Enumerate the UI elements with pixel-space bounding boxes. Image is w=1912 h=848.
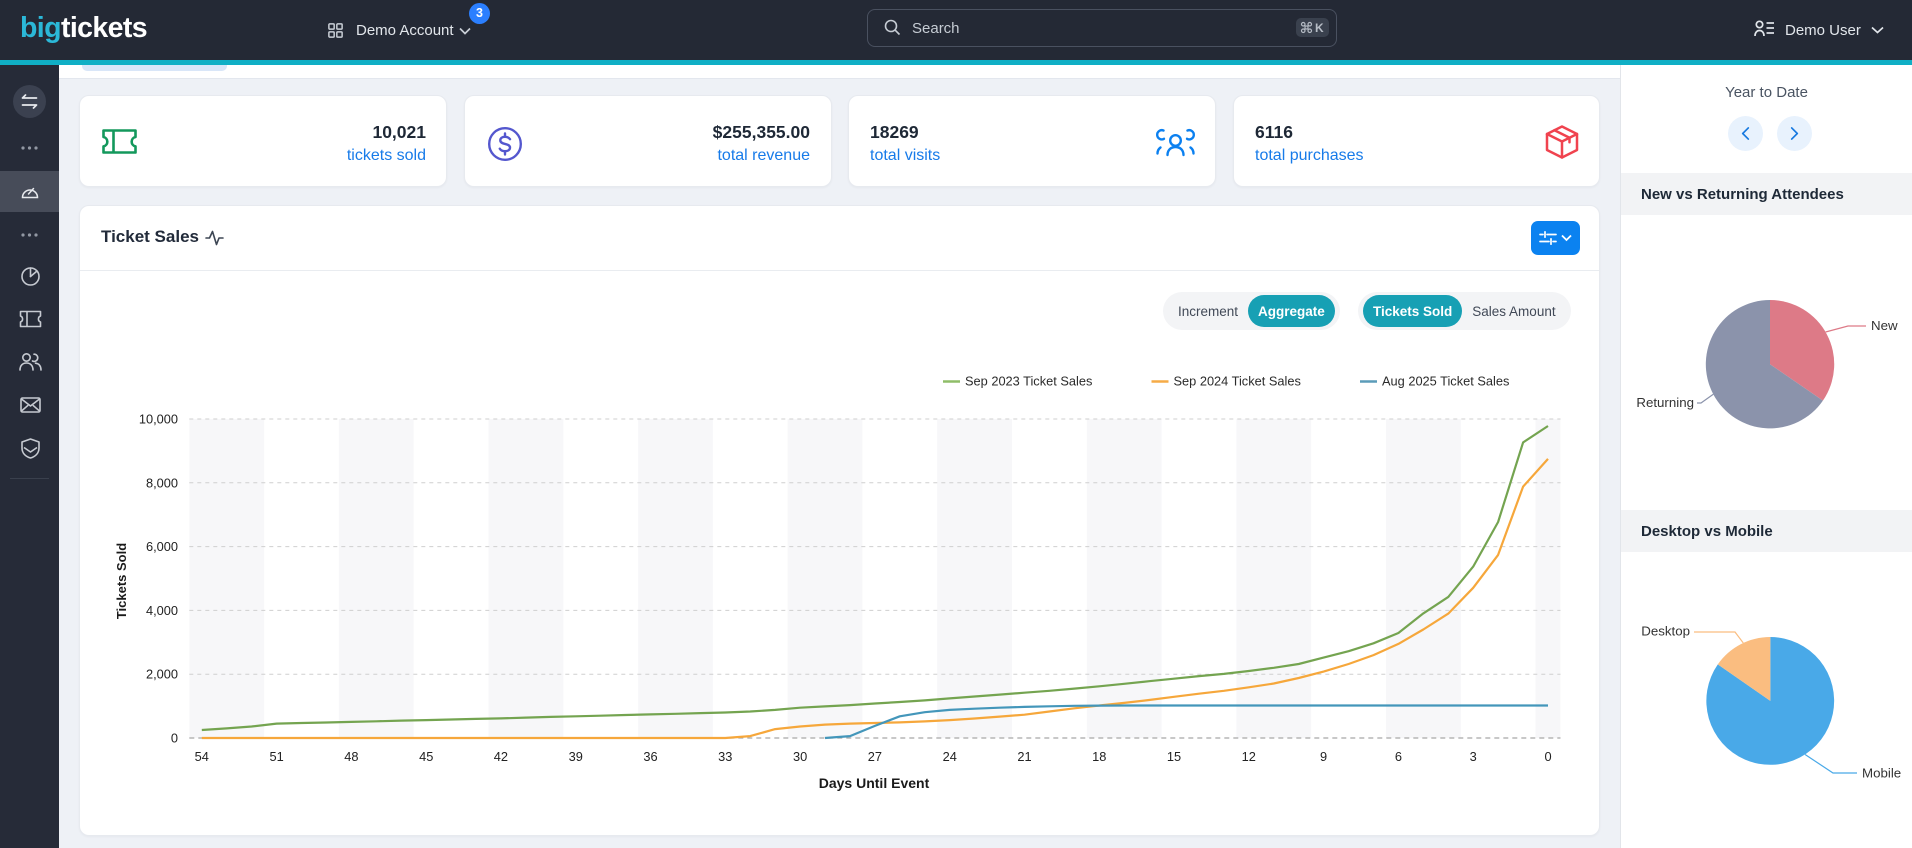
svg-text:45: 45	[419, 749, 433, 764]
svg-text:51: 51	[269, 749, 283, 764]
svg-text:0: 0	[171, 731, 178, 746]
svg-text:8,000: 8,000	[146, 475, 178, 490]
svg-text:Tickets Sold: Tickets Sold	[114, 543, 129, 619]
svg-text:3: 3	[1470, 749, 1477, 764]
svg-text:Days Until Event: Days Until Event	[819, 775, 930, 791]
svg-text:24: 24	[943, 749, 957, 764]
svg-text:18: 18	[1092, 749, 1106, 764]
svg-text:New: New	[1871, 318, 1898, 333]
svg-text:Mobile: Mobile	[1862, 766, 1901, 781]
svg-text:39: 39	[569, 749, 583, 764]
svg-text:4,000: 4,000	[146, 603, 178, 618]
svg-text:Returning: Returning	[1636, 395, 1694, 410]
svg-text:54: 54	[195, 749, 209, 764]
svg-text:Sep 2024 Ticket Sales: Sep 2024 Ticket Sales	[1174, 374, 1301, 389]
svg-text:36: 36	[643, 749, 657, 764]
svg-text:2,000: 2,000	[146, 667, 178, 682]
svg-text:30: 30	[793, 749, 807, 764]
svg-text:10,000: 10,000	[139, 412, 178, 427]
svg-text:27: 27	[868, 749, 882, 764]
svg-text:6: 6	[1395, 749, 1402, 764]
svg-text:42: 42	[494, 749, 508, 764]
svg-text:Sep 2023 Ticket Sales: Sep 2023 Ticket Sales	[965, 374, 1092, 389]
svg-text:Desktop: Desktop	[1641, 624, 1690, 639]
svg-text:48: 48	[344, 749, 358, 764]
svg-text:15: 15	[1167, 749, 1181, 764]
svg-text:Aug 2025 Ticket Sales: Aug 2025 Ticket Sales	[1382, 374, 1509, 389]
svg-text:6,000: 6,000	[146, 539, 178, 554]
svg-text:33: 33	[718, 749, 732, 764]
svg-text:21: 21	[1017, 749, 1031, 764]
svg-text:9: 9	[1320, 749, 1327, 764]
svg-text:12: 12	[1242, 749, 1256, 764]
svg-text:0: 0	[1544, 749, 1551, 764]
